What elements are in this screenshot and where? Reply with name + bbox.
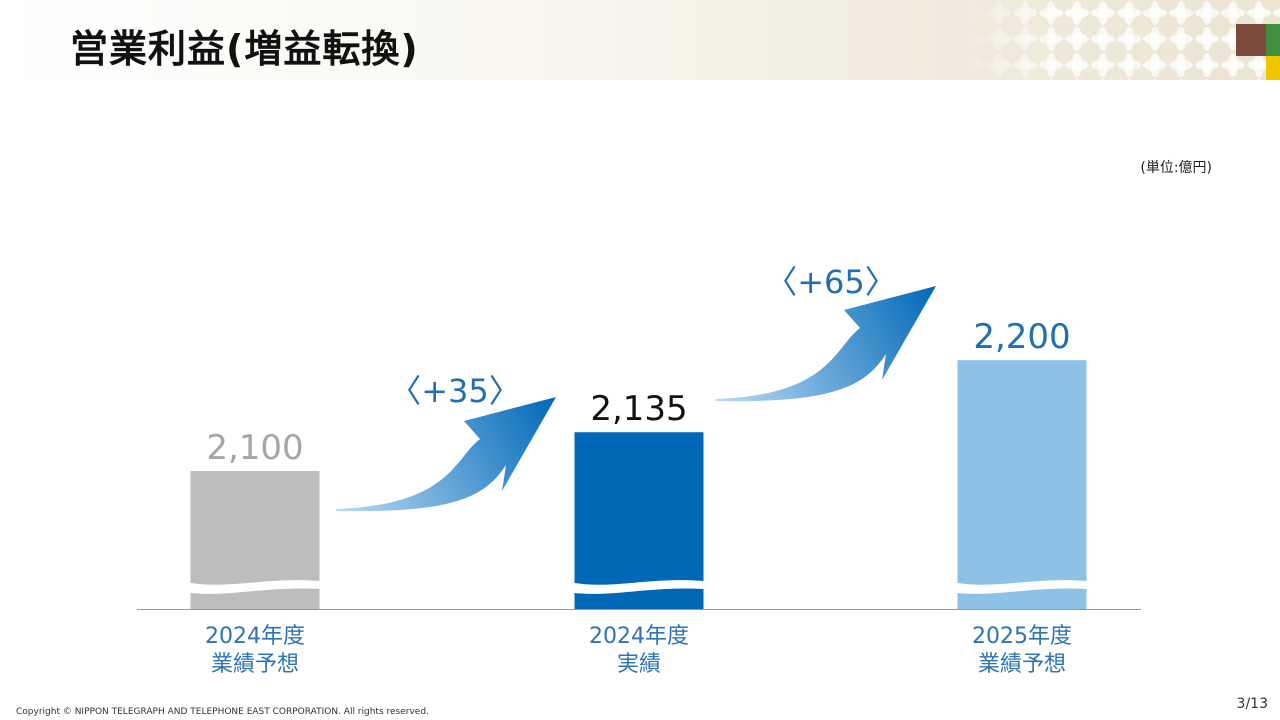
category-label-year: 2025年度 xyxy=(972,624,1072,649)
category-label-year: 2024年度 xyxy=(589,624,689,649)
bar-2025-forecast xyxy=(957,360,1087,609)
increase-arrow xyxy=(716,286,936,402)
bar-2024-actual xyxy=(574,432,704,609)
slide-header: 営業利益(増益転換) xyxy=(0,0,1280,80)
unit-label: (単位:億円) xyxy=(1140,160,1212,176)
decorative-pattern xyxy=(960,0,1280,80)
category-label-type: 実績 xyxy=(617,652,661,677)
axis-break-wave xyxy=(957,580,1087,594)
copyright-notice: Copyright © NIPPON TELEGRAPH AND TELEPHO… xyxy=(16,707,429,717)
value-label: 2,135 xyxy=(590,389,687,429)
category-label-type: 業績予想 xyxy=(211,652,299,677)
page-title: 営業利益(増益転換) xyxy=(70,27,419,71)
axis-break-wave xyxy=(190,580,320,594)
value-label: 2,200 xyxy=(973,317,1070,357)
value-label: 2,100 xyxy=(206,428,303,468)
page-number: 3/13 xyxy=(1236,696,1268,712)
category-label-year: 2024年度 xyxy=(205,624,305,649)
accent-swatch-green xyxy=(1266,24,1280,56)
change-label: 〈+35〉 xyxy=(389,372,521,410)
accent-swatch-yellow xyxy=(1266,56,1280,80)
increase-arrow xyxy=(336,397,556,512)
change-label: 〈+65〉 xyxy=(765,263,897,301)
category-label-type: 業績予想 xyxy=(978,652,1066,677)
axis-break-wave xyxy=(574,580,704,594)
